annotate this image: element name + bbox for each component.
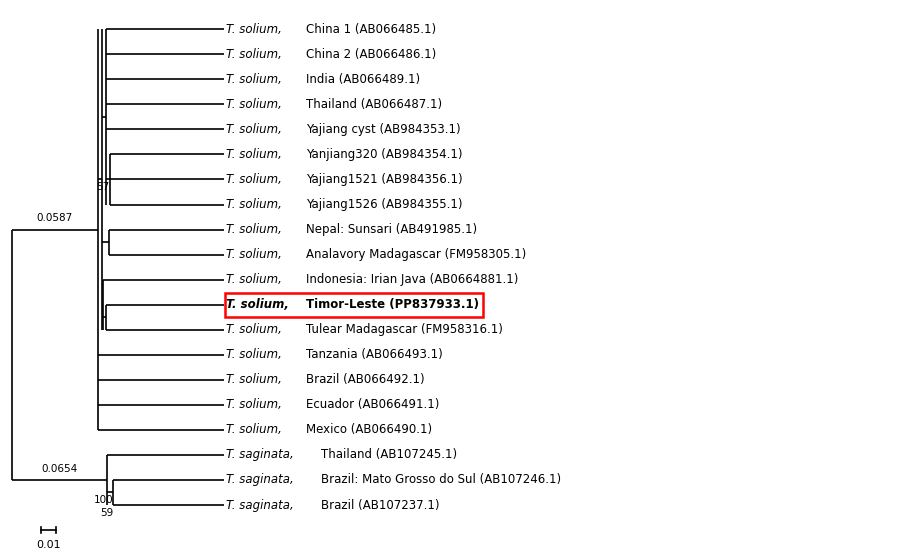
Text: Yajiang1526 (AB984355.1): Yajiang1526 (AB984355.1) <box>306 198 463 211</box>
Text: China 2 (AB066486.1): China 2 (AB066486.1) <box>306 48 436 61</box>
Text: 100: 100 <box>94 495 113 505</box>
Text: T. solium,: T. solium, <box>227 198 286 211</box>
Text: T. solium,: T. solium, <box>227 123 286 136</box>
Text: T. saginata,: T. saginata, <box>227 499 298 512</box>
Text: Analavory Madagascar (FM958305.1): Analavory Madagascar (FM958305.1) <box>306 248 526 261</box>
Text: T. solium,: T. solium, <box>227 373 286 386</box>
Text: Yajiang1521 (AB984356.1): Yajiang1521 (AB984356.1) <box>306 173 463 186</box>
Text: China 1 (AB066485.1): China 1 (AB066485.1) <box>306 23 436 36</box>
Text: T. saginata,: T. saginata, <box>227 449 298 461</box>
Text: Brazil: Mato Grosso do Sul (AB107246.1): Brazil: Mato Grosso do Sul (AB107246.1) <box>320 474 561 486</box>
Text: Nepal: Sunsari (AB491985.1): Nepal: Sunsari (AB491985.1) <box>306 223 477 236</box>
Text: T. solium,: T. solium, <box>227 348 286 361</box>
Text: T. solium,: T. solium, <box>227 98 286 111</box>
Text: T. solium,: T. solium, <box>227 248 286 261</box>
Text: Ecuador (AB066491.1): Ecuador (AB066491.1) <box>306 398 439 411</box>
Text: Tulear Madagascar (FM958316.1): Tulear Madagascar (FM958316.1) <box>306 323 503 336</box>
Text: 57: 57 <box>96 182 110 192</box>
Text: Mexico (AB066490.1): Mexico (AB066490.1) <box>306 423 432 436</box>
Text: T. solium,: T. solium, <box>227 73 286 86</box>
Text: T. solium,: T. solium, <box>227 323 286 336</box>
Text: Yanjiang320 (AB984354.1): Yanjiang320 (AB984354.1) <box>306 148 463 161</box>
Text: Thailand (AB107245.1): Thailand (AB107245.1) <box>320 449 457 461</box>
Text: Brazil (AB107237.1): Brazil (AB107237.1) <box>320 499 439 512</box>
Text: Tanzania (AB066493.1): Tanzania (AB066493.1) <box>306 348 443 361</box>
Text: Indonesia: Irian Java (AB0664881.1): Indonesia: Irian Java (AB0664881.1) <box>306 273 518 286</box>
Text: T. solium,: T. solium, <box>227 298 293 311</box>
Text: T. solium,: T. solium, <box>227 423 286 436</box>
Text: 59: 59 <box>100 508 113 518</box>
Text: 0.0587: 0.0587 <box>36 214 73 224</box>
Text: India (AB066489.1): India (AB066489.1) <box>306 73 420 86</box>
Text: T. solium,: T. solium, <box>227 23 286 36</box>
Text: Brazil (AB066492.1): Brazil (AB066492.1) <box>306 373 425 386</box>
Text: Timor-Leste (PP837933.1): Timor-Leste (PP837933.1) <box>306 298 479 311</box>
Text: Thailand (AB066487.1): Thailand (AB066487.1) <box>306 98 443 111</box>
Text: T. solium,: T. solium, <box>227 148 286 161</box>
Text: Yajiang cyst (AB984353.1): Yajiang cyst (AB984353.1) <box>306 123 461 136</box>
Text: T. solium,: T. solium, <box>227 223 286 236</box>
Text: T. solium,: T. solium, <box>227 173 286 186</box>
Text: T. solium,: T. solium, <box>227 48 286 61</box>
Text: T. solium,: T. solium, <box>227 398 286 411</box>
Text: T. saginata,: T. saginata, <box>227 474 298 486</box>
Text: T. solium,: T. solium, <box>227 273 286 286</box>
Text: 0.01: 0.01 <box>36 539 60 549</box>
Text: 0.0654: 0.0654 <box>41 464 77 474</box>
